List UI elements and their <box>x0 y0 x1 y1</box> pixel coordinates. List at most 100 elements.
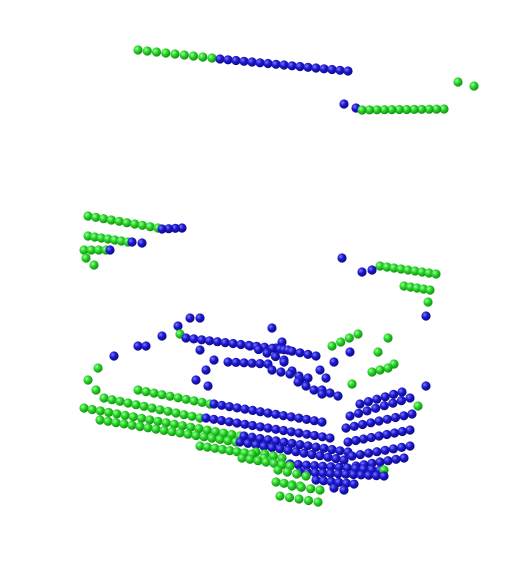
green-point <box>394 104 404 115</box>
blue-point <box>405 441 415 451</box>
blue-point <box>170 223 180 233</box>
blue-point <box>276 367 286 377</box>
blue-point <box>388 398 398 408</box>
green-point <box>373 347 383 357</box>
blue-point <box>309 461 320 471</box>
green-point <box>103 416 113 426</box>
green-point <box>179 410 189 420</box>
blue-point <box>349 479 359 489</box>
green-point <box>223 436 233 446</box>
blue-point <box>255 359 265 369</box>
blue-point <box>357 419 368 430</box>
blue-point <box>197 335 207 345</box>
blue-point <box>327 444 337 455</box>
blue-point <box>201 413 211 423</box>
green-point <box>383 363 393 373</box>
blue-point <box>341 469 351 479</box>
blue-point <box>317 389 327 399</box>
blue-point <box>382 429 392 440</box>
blue-point <box>303 373 313 383</box>
blue-point <box>133 341 143 351</box>
green-point <box>402 104 412 115</box>
green-point <box>149 388 159 398</box>
blue-point <box>355 450 365 460</box>
blue-point <box>287 438 297 448</box>
blue-point <box>270 351 281 362</box>
blue-point <box>372 447 382 457</box>
blue-point <box>302 414 312 424</box>
green-point <box>424 104 434 114</box>
green-point <box>423 297 433 307</box>
green-point <box>282 467 292 477</box>
blue-point <box>271 436 281 446</box>
blue-point <box>271 59 281 69</box>
blue-point <box>267 442 277 453</box>
blue-point <box>396 396 406 406</box>
green-point <box>137 220 147 230</box>
blue-point <box>347 451 357 461</box>
green-point <box>151 424 161 434</box>
green-point <box>417 104 427 114</box>
blue-point <box>343 437 353 447</box>
blue-point <box>326 462 336 472</box>
green-point <box>179 50 189 60</box>
blue-point <box>247 420 258 431</box>
green-point <box>83 211 93 221</box>
blue-point <box>311 351 321 361</box>
green-point <box>367 367 377 377</box>
blue-point <box>331 454 341 464</box>
blue-point <box>181 333 191 343</box>
blue-point <box>379 471 389 481</box>
blue-point <box>343 66 353 76</box>
blue-point <box>374 416 384 426</box>
green-point <box>142 46 152 56</box>
blue-point <box>319 476 329 486</box>
blue-point <box>294 428 304 438</box>
blue-point <box>357 267 367 277</box>
green-point <box>383 333 393 343</box>
blue-point <box>345 411 355 421</box>
blue-point <box>283 445 293 455</box>
blue-point <box>247 358 257 368</box>
blue-point <box>349 421 359 431</box>
blue-point <box>307 449 317 460</box>
blue-point <box>204 336 215 346</box>
blue-point <box>245 341 255 351</box>
blue-point <box>333 469 343 479</box>
blue-point <box>374 431 384 441</box>
blue-point <box>275 444 285 454</box>
blue-point <box>137 238 147 248</box>
blue-point <box>263 423 273 433</box>
green-point <box>153 416 163 426</box>
green-point <box>375 261 385 271</box>
blue-point <box>271 424 281 434</box>
blue-point <box>251 440 261 450</box>
green-point <box>273 465 283 475</box>
blue-point <box>195 313 205 323</box>
blue-point <box>294 413 304 423</box>
green-point <box>287 481 297 491</box>
green-point <box>389 263 399 273</box>
green-point <box>269 458 279 468</box>
blue-point <box>224 402 234 412</box>
green-point <box>115 396 125 406</box>
blue-point <box>228 338 238 349</box>
blue-point <box>267 365 277 375</box>
blue-point <box>319 64 329 74</box>
green-point <box>364 105 375 115</box>
green-point <box>155 405 165 415</box>
green-point <box>202 442 212 452</box>
point-cloud-points <box>79 45 479 507</box>
green-point <box>151 47 162 57</box>
blue-point <box>248 405 258 415</box>
blue-point <box>327 64 337 75</box>
green-point <box>410 266 420 276</box>
blue-point <box>397 426 407 437</box>
green-point <box>217 444 227 454</box>
blue-point <box>405 425 415 435</box>
blue-point <box>397 442 407 452</box>
blue-point <box>364 448 374 458</box>
green-point <box>301 471 311 481</box>
